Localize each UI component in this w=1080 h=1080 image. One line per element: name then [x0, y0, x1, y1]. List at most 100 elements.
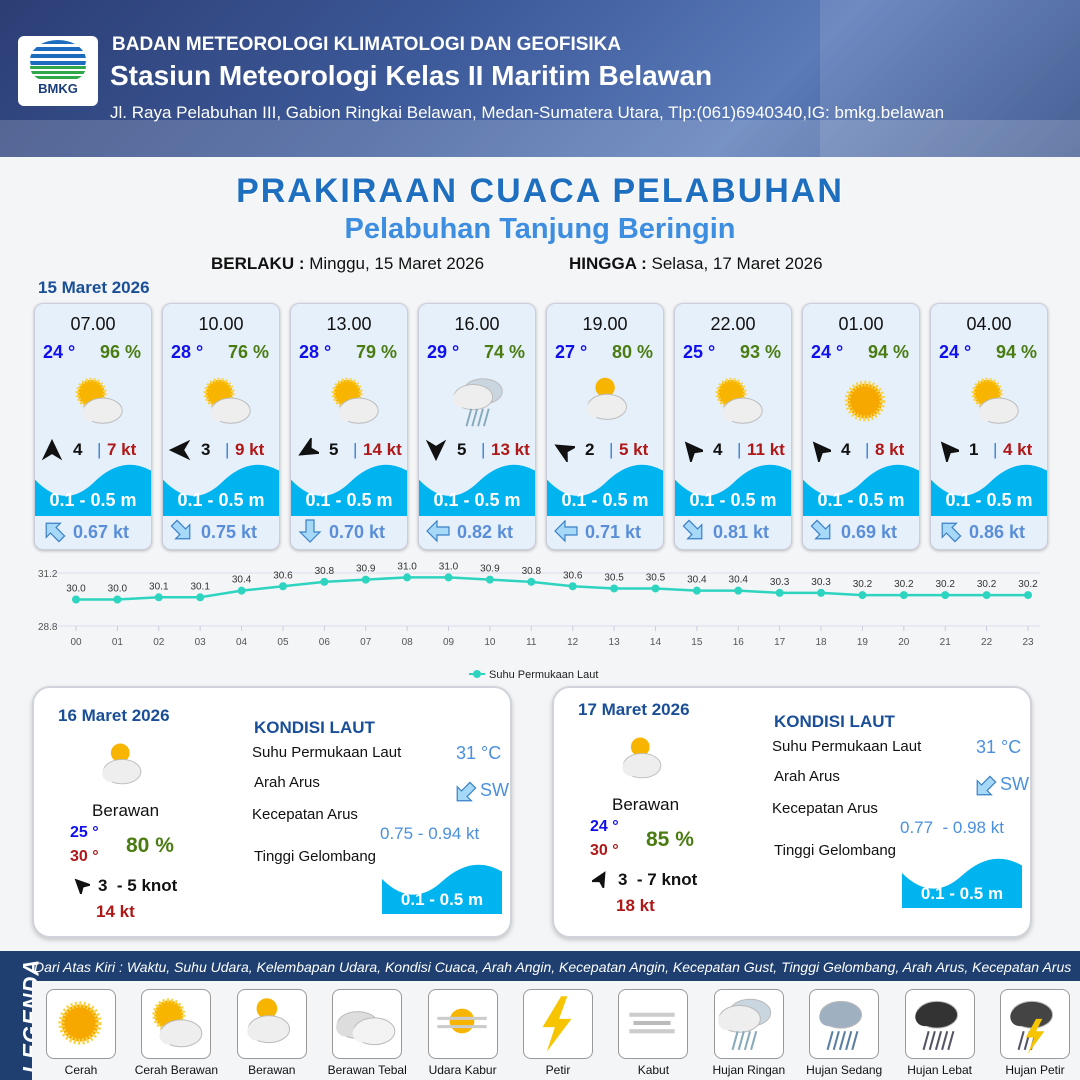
gust-speed: 4 kt — [1003, 440, 1033, 459]
sea-condition-title: KONDISI LAUT — [774, 712, 895, 731]
current-speed-label: Kecepatan Arus — [772, 800, 878, 817]
legend-item-overcast — [332, 989, 403, 1059]
gust-speed: 11 kt — [747, 440, 785, 459]
legend-item-label: Hujan Lebat — [907, 1063, 972, 1077]
current-speed: 0.71 kt — [585, 522, 642, 542]
gust-speed: 8 kt — [875, 440, 905, 459]
current-direction-label: Arah Arus — [774, 768, 840, 785]
forecast-time: 19.00 — [582, 314, 628, 334]
wave-height: 0.1 - 0.5 m — [49, 490, 137, 510]
data-label: 30.2 — [894, 579, 914, 590]
forecast-time: 16.00 — [454, 314, 500, 334]
legend-item-label: Cerah — [64, 1063, 98, 1077]
wind-speed: 3 - 5 knot — [98, 876, 178, 895]
data-point — [1024, 591, 1032, 600]
sunny-cloudy-icon — [75, 377, 123, 424]
wind-direction-icon — [589, 870, 610, 891]
forecast-card: 10.00 28 ° 76 % 3 | 9 kt 0.1 - 0.5 m 0.7… — [162, 303, 280, 550]
org-name: BADAN METEOROLOGI KLIMATOLOGI DAN GEOFIS… — [112, 34, 622, 55]
gust-speed: 18 kt — [616, 896, 655, 915]
current-direction-icon — [681, 518, 707, 544]
station-name: Stasiun Meteorologi Kelas II Maritim Bel… — [110, 60, 713, 91]
forecast-time: 13.00 — [326, 314, 372, 334]
sunny-icon — [844, 380, 886, 422]
wind-speed: 4 — [841, 440, 851, 459]
wave-icon — [419, 464, 535, 516]
valid-to: HINGGA : Selasa, 17 Maret 2026 — [569, 254, 823, 273]
data-label: 30.1 — [149, 581, 169, 592]
wind-speed: 3 - 7 knot — [618, 870, 698, 889]
header-banner: BMKG BADAN METEOROLOGI KLIMATOLOGI DAN G… — [0, 0, 1080, 157]
legend-item-label: Cerah Berawan — [134, 1063, 219, 1077]
forecast-card: 19.00 27 ° 80 % 2 | 5 kt 0.1 - 0.5 m 0.7… — [546, 303, 664, 550]
wave-icon — [547, 464, 663, 516]
sunny-cloudy-icon — [152, 998, 203, 1048]
legend-item-heavy-rain — [904, 989, 975, 1059]
sst-label: Suhu Permukaan Laut — [772, 738, 922, 755]
data-label: 30.4 — [687, 575, 707, 586]
wind-speed: 5 — [457, 440, 467, 459]
station-address: Jl. Raya Pelabuhan III, Gabion Ringkai B… — [110, 103, 945, 122]
wind-direction-icon — [681, 438, 707, 465]
forecast-card: 04.00 24 ° 94 % 1 | 4 kt 0.1 - 0.5 m 0.8… — [930, 303, 1048, 550]
light-rain-icon — [717, 998, 771, 1051]
wind-direction-icon — [425, 438, 447, 462]
humidity: 80 % — [611, 342, 653, 362]
bmkg-logo: BMKG — [18, 36, 98, 106]
x-tick-label: 09 — [443, 637, 455, 648]
air-temperature: 24 ° — [43, 342, 76, 362]
gust-speed: 14 kt — [96, 902, 135, 921]
legend-item-label: Berawan — [248, 1063, 296, 1077]
x-tick-label: 07 — [360, 637, 372, 648]
daily-forecast-panel: 16 Maret 2026 Berawan 25 ° 30 ° 80 % 3 -… — [32, 686, 512, 938]
x-tick-label: 21 — [940, 637, 952, 648]
gust-speed: 14 kt — [363, 440, 402, 459]
max-temperature: 30 ° — [70, 848, 99, 865]
legend-item-label: Udara Kabur — [428, 1063, 497, 1077]
x-tick-label: 23 — [1022, 637, 1034, 648]
data-label: 30.8 — [522, 566, 542, 577]
x-tick-label: 00 — [70, 637, 82, 648]
current-direction-icon — [425, 518, 451, 544]
sunny-cloudy-icon — [715, 377, 763, 424]
data-point — [154, 593, 163, 602]
data-label: 31.0 — [439, 562, 459, 572]
daily-forecast-panel: 17 Maret 2026 Berawan 24 ° 30 ° 85 % 3 -… — [552, 686, 1032, 938]
legend-item-label: Hujan Sedang — [806, 1063, 883, 1077]
data-label: 30.2 — [935, 579, 955, 590]
data-point — [568, 582, 577, 591]
wind-direction-icon — [41, 438, 63, 462]
legend-item-sunny — [46, 989, 116, 1059]
current-speed-label: Kecepatan Arus — [252, 806, 358, 823]
current-direction-icon — [553, 518, 579, 544]
current-speed-value: 0.75 - 0.94 kt — [380, 824, 480, 843]
divider: | — [737, 440, 742, 459]
data-point — [858, 591, 867, 600]
data-point — [237, 586, 246, 595]
air-temperature: 24 ° — [939, 342, 972, 362]
x-tick-label: 04 — [236, 637, 248, 648]
current-speed: 0.75 kt — [201, 522, 258, 542]
current-direction-icon — [297, 518, 323, 544]
x-tick-label: 22 — [981, 637, 993, 648]
light-rain-icon — [452, 378, 503, 427]
data-label: 30.8 — [315, 566, 335, 577]
humidity: 76 % — [227, 342, 269, 362]
wave-height: 0.1 - 0.5 m — [945, 490, 1033, 510]
current-direction-icon — [972, 774, 998, 800]
data-label: 30.6 — [563, 570, 583, 581]
sst-chart: 31.2 28.8 30.0 00 30.0 01 30.1 02 30.1 03 30.4 04 30… — [38, 562, 1040, 681]
panel-date: 17 Maret 2026 — [578, 700, 690, 719]
data-point — [527, 577, 536, 586]
cloudy-icon — [586, 377, 627, 420]
x-tick-label: 14 — [650, 637, 662, 648]
series-line — [76, 576, 1028, 601]
wind-speed: 2 — [585, 440, 595, 459]
min-temperature: 25 ° — [70, 824, 99, 841]
data-label: 30.6 — [273, 570, 293, 581]
panel-date: 16 Maret 2026 — [58, 706, 170, 725]
data-point — [734, 586, 743, 595]
data-point — [651, 584, 660, 593]
sst-value: 31 °C — [976, 737, 1022, 757]
wind-direction-icon — [937, 438, 963, 465]
